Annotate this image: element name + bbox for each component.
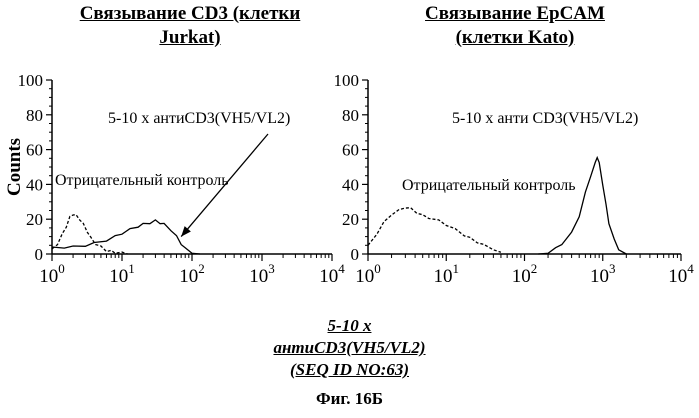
y-tick-label: 40 (342, 175, 359, 194)
x-tick-label: 102 (512, 261, 538, 287)
x-tick-label: 100 (355, 261, 381, 287)
y-axis-label: Counts (4, 138, 25, 196)
x-tick-label: 101 (109, 261, 135, 287)
x-tick-label: 102 (179, 261, 205, 287)
binding-series-line (538, 158, 626, 254)
y-tick-label: 100 (18, 71, 44, 90)
caption-line-3: (SEQ ID NO:63) (0, 359, 699, 381)
figure-label: Фиг. 16Б (0, 388, 699, 410)
y-tick-label: 60 (26, 141, 43, 160)
y-tick-label: 60 (342, 141, 359, 160)
x-tick-label: 104 (319, 261, 345, 287)
caption-line-1: 5-10 х (0, 315, 699, 337)
x-tick-label: 100 (39, 261, 65, 287)
y-tick-label: 80 (26, 106, 43, 125)
histogram-figure: 0 20 40 60 80 100 100 101 102 103 104 Counts 5-10 х … (0, 0, 699, 300)
caption-line-2: антиCD3(VH5/VL2) (0, 337, 699, 359)
x-tick-label: 101 (434, 261, 460, 287)
annotation-text: Отрицательный контроль (402, 177, 576, 194)
y-tick-label: 100 (334, 71, 360, 90)
x-tick-label: 103 (590, 261, 616, 287)
y-tick-label: 0 (351, 245, 360, 264)
annotation-text: Отрицательный контроль (55, 172, 229, 189)
negative-control-series-line (368, 208, 501, 253)
chart-panel-2: 0 20 40 60 80 100 100 101 102 103 104 5-10 х анти C… (334, 71, 695, 287)
chart-panel-1: 0 20 40 60 80 100 100 101 102 103 104 Counts 5-10 х … (4, 71, 345, 287)
y-tick-label: 20 (26, 210, 43, 229)
annotation-text: 5-10 х антиCD3(VH5/VL2) (108, 110, 290, 127)
annotation-text: 5-10 х анти CD3(VH5/VL2) (452, 110, 638, 127)
x-tick-label: 104 (668, 261, 694, 287)
y-tick-label: 80 (342, 106, 359, 125)
x-tick-label: 103 (249, 261, 275, 287)
binding-series-line (52, 220, 200, 254)
y-tick-label: 0 (35, 245, 44, 264)
y-tick-label: 40 (26, 175, 43, 194)
y-tick-label: 20 (342, 210, 359, 229)
